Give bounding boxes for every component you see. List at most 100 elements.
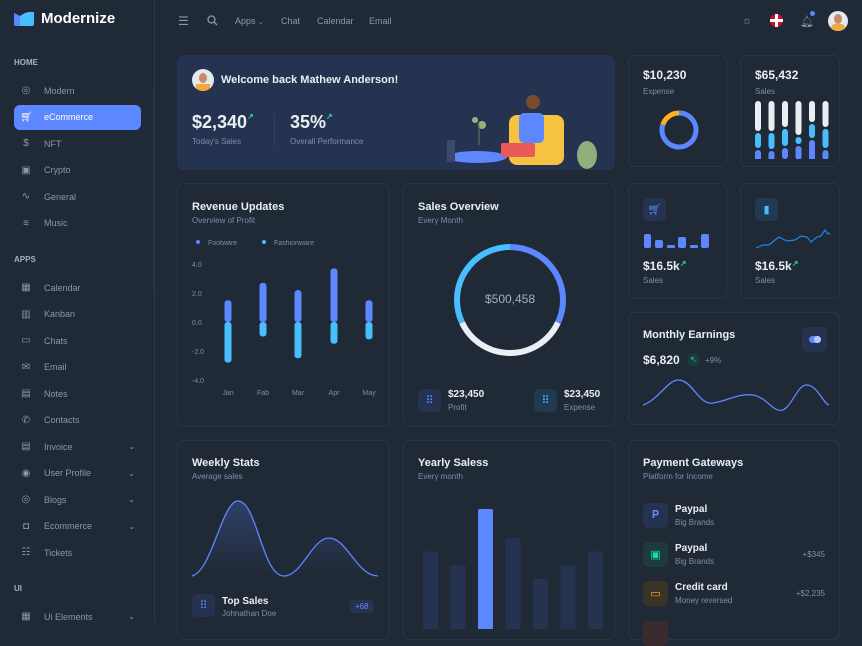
stacked-bar-segment (809, 140, 815, 159)
stacked-bar-segment (795, 101, 802, 135)
stacked-bar-segment (782, 129, 788, 146)
sidebar-item-crypto[interactable]: ▣ Crypto (14, 158, 141, 183)
welcome-illustration (447, 95, 597, 169)
sidebar-item-label: Calendar (44, 282, 81, 293)
grid-icon: ▦ (21, 611, 31, 622)
nav-email[interactable]: Email (369, 16, 392, 26)
aperture-icon: ◎ (21, 85, 31, 96)
sidebar-item-nft[interactable]: $ NFT (14, 131, 141, 156)
sidebar-item-tickets[interactable]: ☷ Tickets (14, 540, 141, 565)
chat-icon: ▭ (21, 335, 31, 346)
chevron-down-icon: ⌄ (128, 495, 135, 504)
topbar: ☰ Apps ⌄ Chat Calendar Email ☼ 🔔︎ (156, 0, 862, 42)
welcome-title: Welcome back Mathew Anderson! (221, 74, 399, 86)
stacked-bar-segment (782, 148, 788, 159)
sidebar-item-notes[interactable]: ▤ Notes (14, 381, 141, 406)
bar-fashionware (224, 322, 232, 363)
sidebar-item-ecommerce[interactable]: ◘ Ecommerce ⌄ (14, 514, 141, 539)
stacked-bar-segment (768, 133, 775, 149)
yearly-bar (505, 537, 521, 629)
menu-icon[interactable]: ☰ (178, 14, 189, 28)
x-tick-label: Mar (292, 390, 305, 397)
sidebar-item-kanban[interactable]: ▥ Kanban (14, 302, 141, 327)
y-tick-label: 2.0 (192, 291, 202, 298)
wallet-icon: ▣ (643, 542, 668, 567)
payment-name: Paypal (675, 543, 708, 554)
bar-fashionware (259, 322, 267, 337)
flag-uk-icon[interactable] (770, 14, 783, 27)
sidebar-item-music[interactable]: ≡ Music (14, 211, 141, 236)
revenue-bar-chart: Footware Fashionware 4.0 2.0 0.0 -2.0 -4.0 Jan F… (192, 240, 376, 397)
tickets-icon: ☷ (21, 547, 31, 558)
nav-chat[interactable]: Chat (281, 16, 301, 26)
chevron-down-icon: ⌄ (128, 521, 135, 531)
donut-segment-0 (509, 244, 566, 324)
paypal-icon: 𝐏 (643, 503, 668, 528)
cart-icon: 🛒︎ (643, 198, 666, 221)
bar-footware (224, 300, 232, 322)
expense-donut-chart (659, 110, 699, 150)
performance-label: Overall Performance (290, 137, 364, 146)
yearly-bar (450, 565, 466, 629)
yearly-bar (560, 565, 576, 629)
performance-value: 35%↗ (290, 112, 333, 132)
welcome-card: Welcome back Mathew Anderson! $2,340↗ To… (177, 55, 615, 170)
bar-fashionware (365, 322, 373, 340)
stacked-bar-segment (755, 150, 761, 159)
y-tick-label: -4.0 (192, 378, 204, 385)
sidebar-item-user-profile[interactable]: ◉ User Profile ⌄ (14, 461, 141, 486)
dollar-icon: $ (23, 138, 29, 149)
cart-icon: 🛒︎ (20, 111, 33, 123)
toggle-icon[interactable] (802, 327, 827, 352)
payments-subtitle: Platform for Income (643, 472, 713, 481)
sidebar-item-general[interactable]: ∿ General (14, 184, 141, 209)
revenue-subtitle: Overview of Profit (192, 216, 256, 225)
stacked-bar-segment (755, 101, 761, 131)
donut-segment-orange (660, 110, 680, 126)
sidebar-item-ecommerce[interactable]: 🛒︎ eCommerce (14, 104, 141, 130)
legend-marker (262, 240, 266, 244)
weekly-title: Weekly Stats (192, 457, 260, 469)
stacked-bar-segment (755, 133, 761, 148)
payment-name: Paypal (675, 504, 708, 515)
sidebar-item-label: Invoice (44, 441, 73, 452)
top-sales-badge: +68 (350, 600, 374, 613)
stacked-bar-segment (768, 151, 775, 159)
nav-calendar[interactable]: Calendar (317, 16, 354, 26)
sales-label: Sales (755, 87, 776, 96)
sidebar-item-chats[interactable]: ▭ Chats (14, 328, 141, 353)
weekly-stats-card: Weekly Stats Average sales ⠿ Top Sales J… (177, 440, 390, 640)
sidebar-item-label: Kanban (44, 309, 76, 319)
today-sales-value: $2,340↗ (192, 112, 254, 132)
sidebar-scrollbar[interactable] (153, 90, 155, 290)
stacked-bar-segment (768, 101, 775, 131)
chevron-down-icon: ⌄ (128, 612, 135, 621)
sidebar-item-invoice[interactable]: ▤ Invoice ⌄ (14, 434, 141, 459)
today-sales-label: Today's Sales (192, 137, 242, 146)
sidebar-item-calendar[interactable]: ▦ Calendar (14, 275, 141, 300)
sales-value: $65,432 (755, 68, 799, 82)
avatar[interactable] (828, 11, 848, 31)
sidebar-item-label: Contacts (44, 415, 80, 425)
sidebar-item-label: Chats (44, 335, 68, 346)
nav-apps[interactable]: Apps ⌄ (235, 16, 264, 26)
search-icon[interactable] (207, 15, 218, 26)
sidebar-item-modern[interactable]: ◎ Modern (14, 78, 141, 103)
kanban-icon: ▥ (21, 308, 31, 320)
sun-icon[interactable]: ☼ (742, 15, 753, 27)
sidebar-item-label: Tickets (44, 547, 73, 558)
sidebar-item-email[interactable]: ✉ Email (14, 355, 141, 380)
bell-icon[interactable]: 🔔︎ (800, 15, 814, 28)
notification-dot (810, 11, 815, 16)
blog-icon: ◎ (21, 494, 31, 505)
bar-footware (259, 282, 267, 322)
sidebar-item-contacts[interactable]: ✆ Contacts (14, 408, 141, 433)
sidebar-item-blogs[interactable]: ◎ Blogs ⌄ (14, 487, 141, 512)
bar-fashionware (294, 322, 302, 359)
sidebar-item-ui-elements[interactable]: ▦ Ui Elements ⌄ (14, 604, 141, 629)
bar-chart-icon: ▮ (755, 198, 778, 221)
user-circle-icon: ◉ (21, 467, 31, 479)
sidebar-item-label: User Profile (44, 468, 92, 478)
monthly-title: Monthly Earnings (643, 329, 736, 341)
logo[interactable]: Modernize (14, 10, 115, 27)
